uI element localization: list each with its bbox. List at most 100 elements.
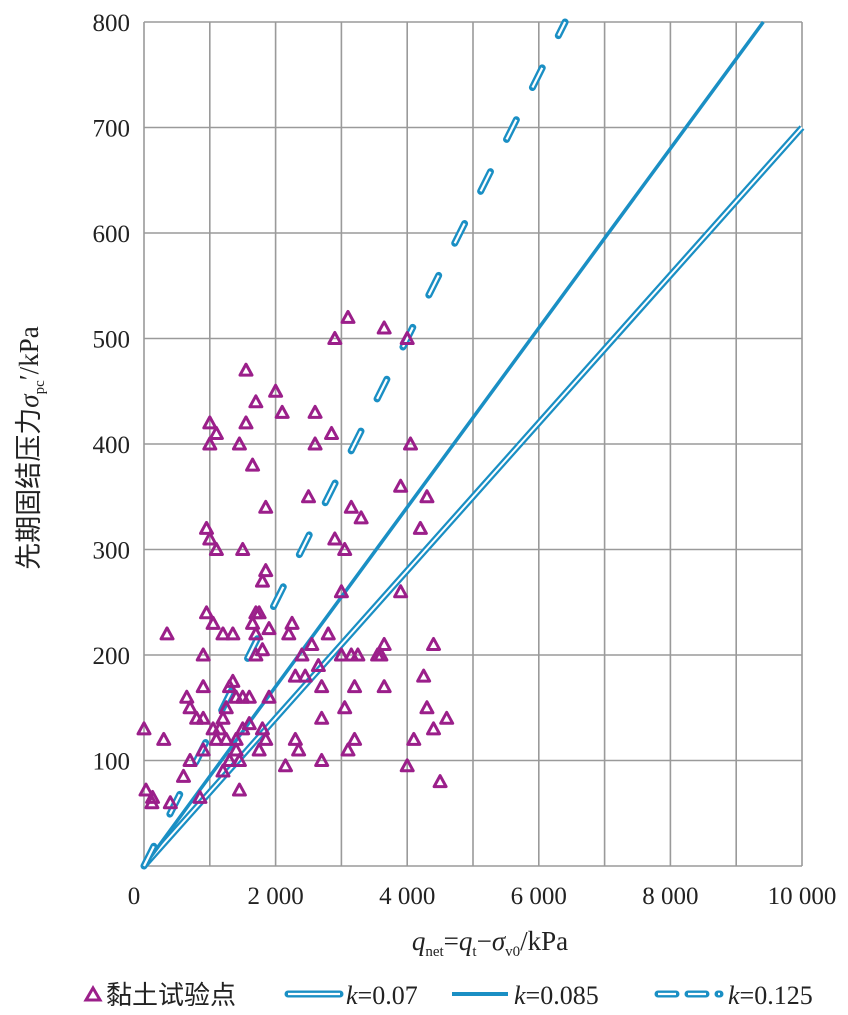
data-point: [340, 309, 356, 324]
data-point: [347, 679, 363, 694]
x-tick-label: 6 000: [511, 883, 567, 910]
data-point: [192, 789, 208, 804]
data-point: [215, 763, 231, 778]
data-point: [297, 668, 313, 683]
data-point: [212, 721, 228, 736]
data-point: [136, 721, 152, 736]
reference-lines: [140, 18, 805, 870]
x-tick-label: 8 000: [642, 883, 698, 910]
data-point: [277, 758, 293, 773]
data-point: [218, 700, 234, 715]
data-point: [231, 436, 247, 451]
data-point: [287, 668, 303, 683]
data-point: [162, 795, 178, 810]
data-point: [268, 383, 284, 398]
legend-label-k007: k=0.07: [346, 981, 418, 1010]
data-point: [222, 753, 238, 767]
data-point: [284, 615, 300, 630]
data-point: [195, 647, 211, 662]
legend: 黏土试验点 k=0.07 k=0.085 k=0.125: [83, 981, 813, 1010]
data-point: [310, 658, 326, 673]
data-point: [245, 615, 261, 630]
data-point: [376, 320, 392, 335]
y-tick-label: 200: [93, 643, 131, 670]
line-k-007-inner: [143, 126, 803, 867]
line-k-0125-inner: [143, 21, 567, 867]
data-point: [353, 510, 369, 525]
data-point: [145, 789, 161, 804]
data-point: [337, 542, 353, 556]
gridlines: [143, 21, 803, 867]
data-point: [324, 425, 340, 440]
legend-item-k0125: k=0.125: [654, 981, 813, 1010]
data-point: [333, 584, 349, 599]
data-point: [314, 679, 330, 694]
legend-item-k0085: k=0.085: [452, 981, 599, 1010]
legend-label-k0125: k=0.125: [728, 981, 813, 1010]
data-point: [179, 689, 195, 704]
data-point: [205, 615, 221, 630]
data-point: [182, 753, 198, 767]
data-point: [261, 689, 277, 704]
data-point: [426, 721, 442, 736]
legend-label-k0085: k=0.085: [514, 981, 599, 1010]
data-point: [238, 362, 254, 377]
data-point: [320, 626, 336, 641]
data-point: [251, 742, 267, 757]
x-tick-label: 2 000: [247, 883, 303, 910]
data-point: [307, 404, 323, 419]
data-point: [195, 679, 211, 694]
data-point: [327, 531, 343, 546]
data-point: [251, 605, 267, 620]
legend-triangle-icon: [83, 985, 103, 1002]
data-point: [402, 436, 418, 451]
tick-labels: 0 2 000 4 000 6 000 8 000 10 000 100 200 300 400 5…: [93, 10, 837, 910]
legend-item-k007: k=0.07: [284, 981, 418, 1010]
data-point: [254, 642, 270, 657]
x-tick-label: 10 000: [768, 883, 837, 910]
data-point: [294, 647, 310, 662]
data-point: [159, 626, 175, 641]
y-tick-label: 500: [93, 327, 131, 354]
data-point: [258, 563, 274, 578]
data-points: [136, 309, 455, 810]
data-point: [333, 647, 349, 662]
data-point: [225, 626, 241, 641]
data-point: [195, 710, 211, 725]
data-point: [156, 731, 172, 746]
data-point: [258, 731, 274, 746]
data-point: [287, 731, 303, 746]
data-point: [225, 673, 241, 688]
data-point: [245, 457, 261, 472]
data-point: [235, 542, 251, 556]
data-point: [228, 742, 244, 757]
data-point: [304, 636, 320, 651]
data-point: [202, 415, 218, 430]
data-point: [208, 542, 224, 556]
data-point: [228, 731, 244, 746]
data-point: [258, 499, 274, 514]
data-point: [274, 404, 290, 419]
x-axis-label: qnet=qt−σv0/kPa: [412, 926, 568, 960]
data-point: [261, 621, 277, 636]
data-point: [241, 716, 257, 731]
data-point: [248, 394, 264, 409]
line-k-0085: [142, 20, 765, 868]
y-tick-label: 800: [93, 10, 131, 37]
data-point: [439, 710, 455, 725]
x-tick-label: 4 000: [379, 883, 435, 910]
data-point: [340, 742, 356, 757]
data-point: [208, 731, 224, 746]
data-point: [327, 331, 343, 345]
data-point: [238, 415, 254, 430]
data-point: [199, 605, 215, 620]
data-point: [215, 626, 231, 641]
data-point: [393, 584, 409, 599]
data-point: [208, 425, 224, 440]
data-point: [231, 782, 247, 797]
data-point: [182, 700, 198, 715]
data-point: [419, 700, 435, 715]
data-point: [337, 700, 353, 715]
